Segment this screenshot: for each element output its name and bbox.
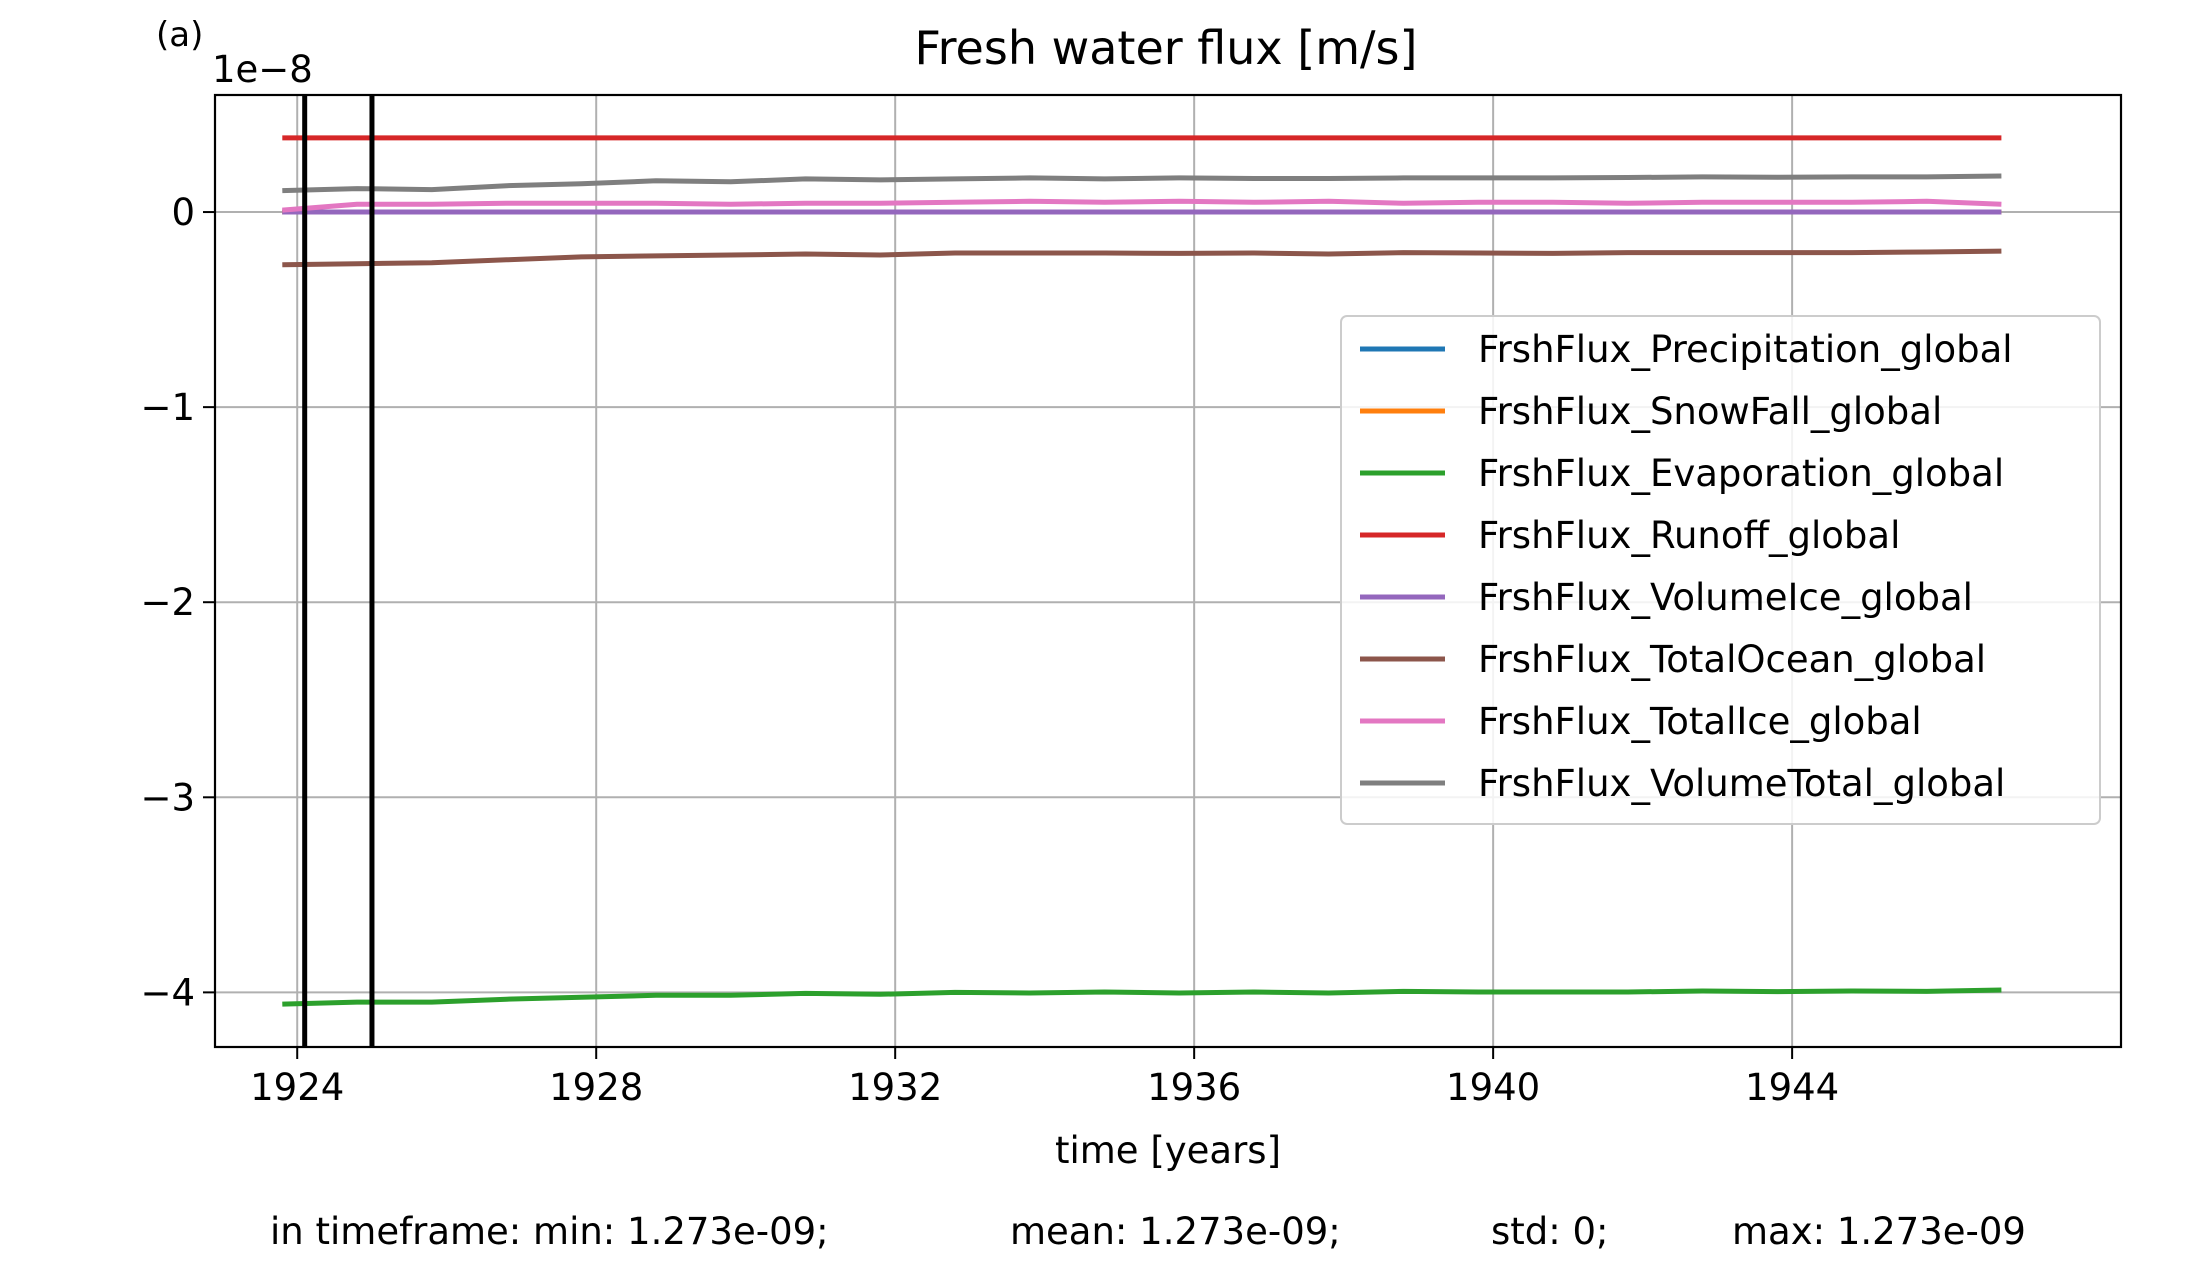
- footer-std: std: 0;: [1491, 1210, 1609, 1253]
- x-axis-label: time [years]: [1055, 1129, 1281, 1172]
- y-tick-label: −4: [140, 971, 195, 1014]
- vertical-markers: [302, 95, 375, 1047]
- footer-max: max: 1.273e-09: [1732, 1210, 2026, 1253]
- legend-label: FrshFlux_Evaporation_global: [1478, 452, 2004, 495]
- legend-label: FrshFlux_SnowFall_global: [1478, 390, 1942, 433]
- legend-box: [1340, 315, 2101, 825]
- x-tick-label: 1940: [1446, 1066, 1540, 1109]
- legend-label: FrshFlux_VolumeTotal_global: [1478, 762, 2005, 805]
- plot-frame: [213, 93, 2123, 1049]
- legend: FrshFlux_Precipitation_global FrshFlux_Sn…: [1340, 315, 2101, 825]
- legend-items: FrshFlux_Precipitation_global FrshFlux_Sn…: [1360, 328, 2013, 805]
- x-tick-label: 1928: [549, 1066, 643, 1109]
- x-tick-label: 1936: [1147, 1066, 1241, 1109]
- y-scale-label: 1e−8: [212, 48, 313, 91]
- series-line: [282, 198, 2002, 213]
- legend-label: FrshFlux_TotalIce_global: [1478, 700, 1922, 743]
- y-tick-label: −3: [140, 776, 195, 819]
- series-line: [282, 173, 2002, 194]
- x-axis-ticks: 1924 1928 1932 1936 1940 1944: [250, 1047, 1839, 1109]
- y-tick-label: 0: [171, 191, 195, 234]
- x-tick-label: 1944: [1745, 1066, 1839, 1109]
- legend-label: FrshFlux_Precipitation_global: [1478, 328, 2013, 371]
- y-tick-label: −1: [140, 386, 195, 429]
- series-lines: [282, 135, 2002, 1007]
- y-tick-label: −2: [140, 581, 195, 624]
- x-tick-label: 1932: [848, 1066, 942, 1109]
- series-line: [282, 987, 2002, 1007]
- series-line: [282, 248, 2002, 268]
- panel-label: (a): [156, 15, 203, 55]
- footer-mean: mean: 1.273e-09;: [1010, 1210, 1341, 1253]
- chart-title: Fresh water flux [m/s]: [915, 21, 1418, 75]
- y-axis-ticks: 0 −1 −2 −3 −4: [140, 191, 215, 1014]
- legend-label: FrshFlux_Runoff_global: [1478, 514, 1900, 557]
- legend-label: FrshFlux_TotalOcean_global: [1478, 638, 1986, 681]
- x-tick-label: 1924: [250, 1066, 344, 1109]
- legend-label: FrshFlux_VolumeIce_global: [1478, 576, 1973, 619]
- footer-min: in timeframe: min: 1.273e-09;: [270, 1210, 829, 1253]
